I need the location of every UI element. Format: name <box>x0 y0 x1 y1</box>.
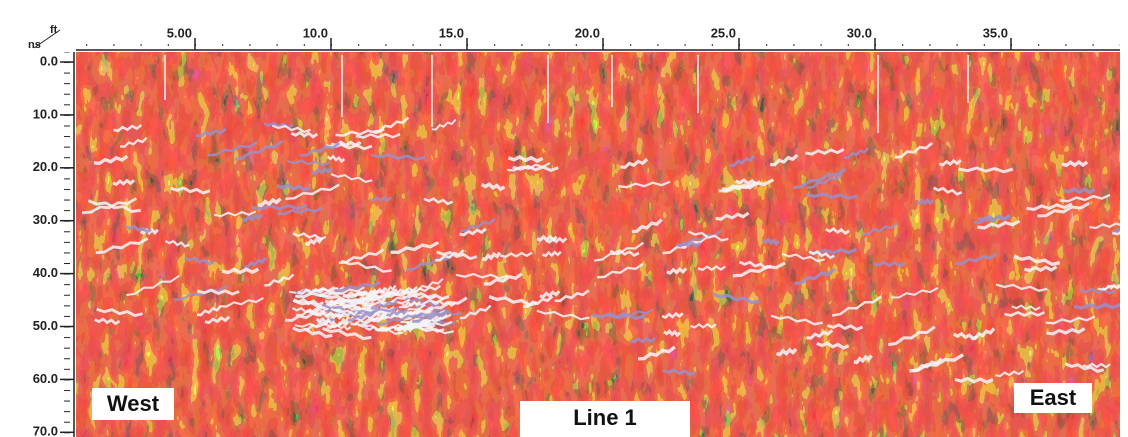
x-tick-label: 15.0 <box>439 25 464 40</box>
x-unit: ft <box>50 24 58 36</box>
x-tick-label: 5.00 <box>167 25 192 40</box>
y-tick-label: 70.0 <box>33 424 58 437</box>
y-tick-label: 10.0 <box>33 106 58 121</box>
x-tick-label: 10.0 <box>303 25 328 40</box>
y-tick-label: 60.0 <box>33 371 58 386</box>
west-label: West <box>107 391 160 416</box>
y-tick-label: 30.0 <box>33 212 58 227</box>
x-minor-ticks <box>76 44 1120 50</box>
y-tick-label: 50.0 <box>33 318 58 333</box>
x-tick-label: 35.0 <box>983 25 1008 40</box>
x-tick-label: 30.0 <box>847 25 872 40</box>
y-tick-label: 20.0 <box>33 159 58 174</box>
east-label: East <box>1030 385 1077 410</box>
x-tick-label: 20.0 <box>575 25 600 40</box>
y-unit: ns <box>28 39 41 51</box>
x-tick-label: 25.0 <box>711 25 736 40</box>
y-tick-label: 0.0 <box>40 53 58 68</box>
y-tick-label: 40.0 <box>33 265 58 280</box>
radargram-figure: ft ns West East Line 1 5.00 10.0 15.0 20.0 2… <box>0 0 1128 437</box>
line-label: Line 1 <box>573 405 637 430</box>
